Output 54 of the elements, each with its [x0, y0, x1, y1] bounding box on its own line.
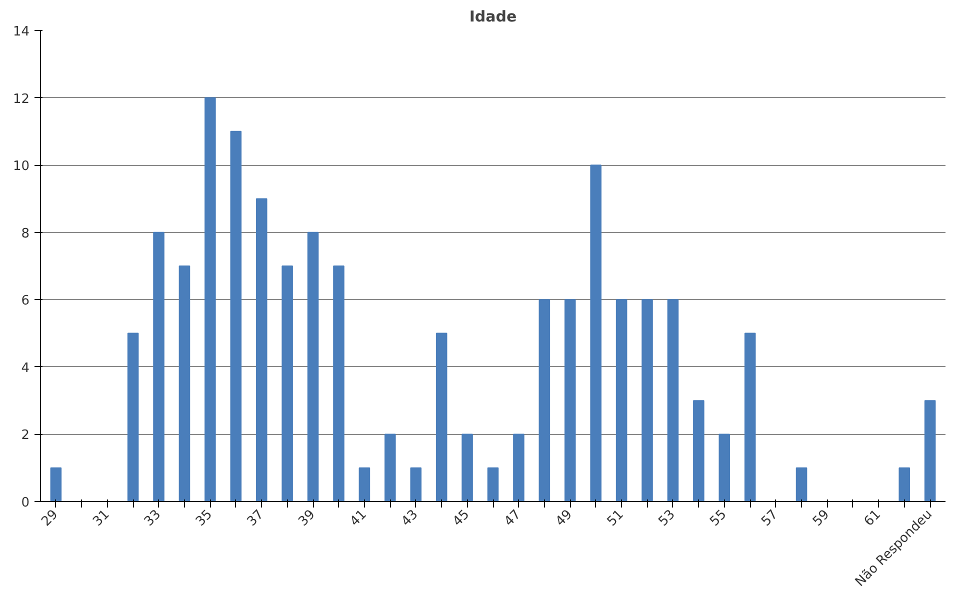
x-tick-label: 51: [604, 507, 627, 530]
x-tick-label: 29: [38, 507, 62, 530]
bar: [924, 400, 936, 502]
chart-title: Idade: [469, 8, 517, 26]
x-tick-label: 47: [502, 507, 524, 530]
x-tick-label: 57: [758, 507, 782, 530]
bar: [410, 467, 422, 502]
y-tick-label: 10: [12, 159, 30, 174]
bar: [230, 130, 242, 502]
y-tick-label: 8: [21, 226, 30, 242]
x-tick-label: 55: [707, 507, 730, 530]
bar: [50, 467, 62, 502]
y-tick-label: 4: [21, 360, 30, 376]
x-tick-label: 35: [193, 507, 216, 530]
x-tick-label: 43: [398, 507, 422, 530]
x-tick-label: 49: [553, 507, 576, 530]
bar: [744, 332, 756, 502]
bar: [307, 232, 319, 502]
bar: [667, 299, 679, 502]
bar: [436, 332, 448, 502]
bar: [487, 467, 499, 502]
bar: [153, 232, 164, 502]
bar: [384, 434, 396, 502]
bar: [127, 332, 139, 502]
x-tick-label: 45: [450, 507, 473, 530]
y-tick-label: 12: [12, 92, 30, 107]
bar: [204, 97, 216, 502]
bar: [538, 299, 550, 502]
bar: [178, 266, 190, 502]
x-tick-label: 59: [810, 507, 833, 530]
bar: [693, 400, 704, 502]
y-tick-label: 6: [21, 294, 30, 309]
bar: [796, 467, 808, 502]
x-tick-label: 37: [244, 507, 267, 530]
bar: [616, 299, 628, 502]
y-tick-label: 14: [12, 24, 30, 40]
bar: [898, 467, 910, 502]
x-tick-label: 53: [656, 507, 678, 530]
bar: [358, 467, 370, 502]
bar: [718, 434, 730, 502]
bar: [282, 266, 293, 502]
bar: [256, 198, 268, 502]
y-tick-label: 2: [21, 428, 30, 444]
bar: [590, 164, 602, 502]
x-tick-label: 41: [347, 507, 370, 530]
bar: [513, 434, 524, 502]
bar: [642, 299, 653, 502]
bar: [564, 299, 576, 502]
x-tick-label: 31: [90, 507, 113, 530]
y-tick-label: 0: [21, 496, 30, 510]
bar: [333, 266, 344, 502]
bar: [462, 434, 473, 502]
x-tick-label: 39: [296, 507, 318, 530]
x-tick-label: 33: [142, 507, 164, 530]
